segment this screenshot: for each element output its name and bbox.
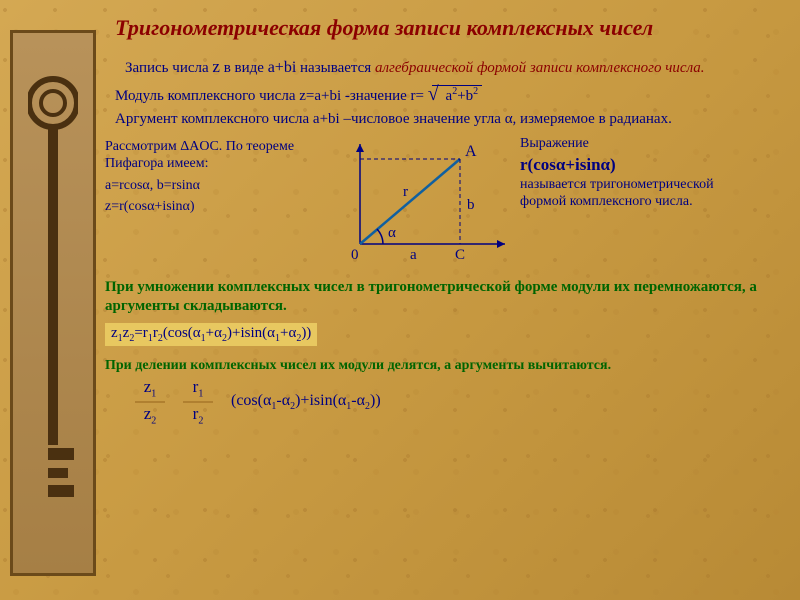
modulus-text: Модуль комплексного числа z=a+bi -значен… [115, 88, 424, 104]
fraction-r: r1 r2 [183, 378, 213, 427]
fraction-z: z1 z2 [135, 378, 165, 427]
division-rest: (cos(α1-α2)+isin(α1-α2)) [231, 392, 381, 412]
sqrt-expression: a2+b2 [432, 85, 482, 105]
diagram-label-C: C [455, 247, 465, 263]
diagram-label-a: a [410, 247, 417, 263]
intro-text-1: Запись числа [125, 60, 212, 76]
intro-algebraic: алгебраической формой записи комплексног… [375, 60, 705, 76]
diagram-label-A: A [465, 143, 477, 160]
right-trig-form: r(cosα+isinα) [520, 155, 740, 175]
frac-r-den: r2 [193, 405, 204, 426]
frac-z-den: z2 [144, 405, 157, 426]
intro-text-3: называется [296, 60, 375, 76]
intro-paragraph: Запись числа z в виде a+bi называется ал… [125, 56, 785, 79]
diagram-label-r: r [403, 184, 408, 200]
slide-title: Тригонометрическая форма записи комплекс… [115, 15, 785, 41]
slide-content: Тригонометрическая форма записи комплекс… [105, 15, 785, 585]
frac-z-num: z1 [144, 378, 157, 399]
intro-z: z [212, 57, 220, 76]
division-formula: z1 z2 r1 r2 (cos(α1-α2)+isin(α1-α2)) [135, 378, 785, 427]
left-line-3: z=r(cosα+isinα) [105, 198, 315, 216]
right-line-1: Выражение [520, 136, 740, 153]
left-line-1: Рассмотрим ΔAOC. По теореме Пифагора име… [105, 138, 315, 173]
modulus-line: Модуль комплексного числа z=a+bi -значен… [115, 85, 785, 105]
diagram-svg: A r b α 0 a C [315, 134, 515, 274]
key-sidebar-image [10, 30, 96, 576]
multiplication-rule: При умножении комплексных чисел в тригон… [105, 278, 785, 317]
left-line-2: a=rcosα, b=rsinα [105, 177, 315, 195]
frac-r-num: r1 [193, 378, 204, 399]
frac-bar-2 [183, 401, 213, 403]
division-rule: При делении комплексных чисел их модули … [105, 358, 785, 374]
triangle-diagram: A r b α 0 a C [315, 134, 515, 274]
multiplication-formula: z1z2=r1r2(cos(α1+α2)+isin(α1+α2)) [105, 323, 317, 346]
frac-bar-1 [135, 401, 165, 403]
middle-row: Рассмотрим ΔAOC. По теореме Пифагора име… [105, 134, 785, 274]
diagram-label-alpha: α [388, 225, 396, 241]
key-icon [28, 53, 78, 553]
diagram-label-b: b [467, 197, 475, 213]
right-column: Выражение r(cosα+isinα) называется триго… [515, 134, 740, 274]
intro-abi: a+bi [268, 59, 297, 76]
argument-line: Аргумент комплексного числа a+bi –числов… [115, 111, 785, 128]
right-line-3: называется тригонометрической формой ком… [520, 177, 740, 211]
diagram-label-0: 0 [351, 247, 359, 263]
left-column: Рассмотрим ΔAOC. По теореме Пифагора име… [105, 134, 315, 274]
intro-text-2: в виде [220, 60, 268, 76]
